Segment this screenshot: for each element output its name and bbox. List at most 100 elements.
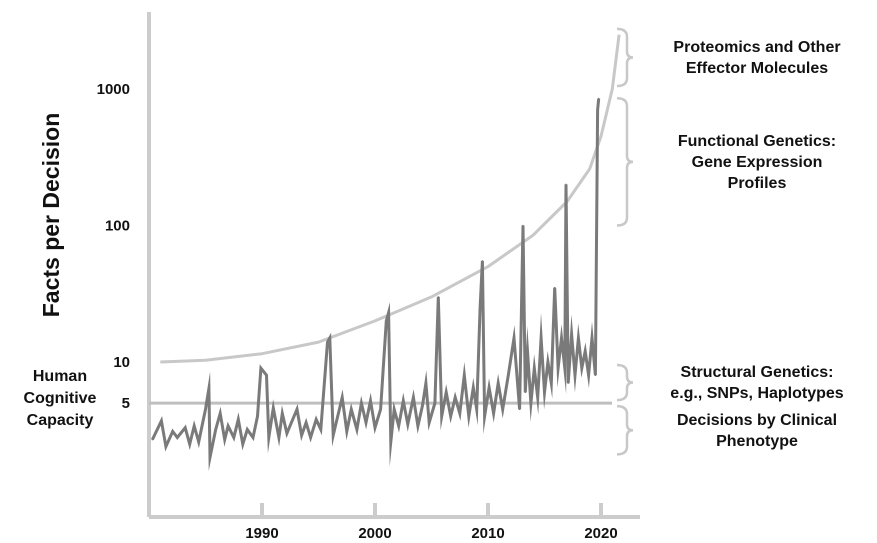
data-point: [479, 306, 481, 309]
y-tick-label: 1000: [97, 81, 130, 98]
data-point: [268, 436, 270, 439]
data-point: [290, 421, 293, 424]
region-label: Phenotype: [716, 433, 798, 450]
region-brace: [616, 404, 634, 456]
data-point: [518, 408, 521, 411]
series-line: [151, 98, 601, 472]
y-tick-label: 100: [105, 218, 130, 235]
data-point: [265, 374, 268, 377]
region-label: Effector Molecules: [686, 60, 828, 77]
data-point: [536, 396, 539, 399]
data-point: [591, 337, 593, 339]
data-point: [336, 415, 339, 418]
data-point: [425, 382, 427, 384]
data-point: [346, 430, 348, 433]
human-capacity-label: Human Cognitive Capacity: [24, 368, 97, 429]
data-point: [365, 421, 367, 424]
data-point: [171, 430, 174, 433]
data-point: [332, 434, 335, 437]
region-label: Decisions by Clinical: [677, 412, 837, 429]
data-point: [445, 391, 448, 394]
human-capacity-text: Human: [33, 368, 87, 385]
data-point: [540, 337, 542, 339]
region-label: Gene Expression: [692, 154, 823, 171]
region-brace: [616, 363, 634, 402]
data-point: [176, 436, 179, 439]
data-point: [557, 367, 559, 370]
data-point: [533, 367, 536, 370]
data-point: [252, 436, 254, 439]
data-point: [184, 426, 186, 429]
data-point: [459, 412, 461, 415]
data-point: [223, 438, 226, 441]
region-label: e.g., SNPs, Haplotypes: [670, 385, 843, 402]
region-annotations: Proteomics and Other Effector Molecules Fu…: [616, 27, 844, 456]
x-tick-label: 2020: [584, 525, 617, 542]
data-point: [237, 418, 240, 421]
data-point: [193, 425, 195, 427]
data-point: [209, 456, 211, 459]
data-point: [397, 425, 400, 427]
data-point: [497, 382, 500, 384]
x-tick-label: 2010: [471, 525, 504, 542]
region-label: Functional Genetics:: [678, 133, 836, 150]
data-point: [428, 421, 431, 424]
data-point: [560, 337, 563, 339]
data-point: [507, 374, 510, 377]
data-point: [454, 396, 457, 399]
y-axis-label: Facts per Decision: [38, 113, 64, 318]
region-brace: [616, 96, 634, 227]
data-point: [256, 415, 259, 418]
data-point: [214, 428, 217, 431]
data-point: [434, 402, 436, 404]
trend-curve: [160, 34, 621, 364]
data-point: [547, 361, 549, 363]
data-point: [492, 412, 495, 415]
data-point: [188, 443, 191, 446]
data-point: [278, 436, 280, 439]
data-point: [407, 423, 409, 426]
data-point: [329, 337, 331, 339]
data-point: [305, 421, 307, 424]
data-point: [309, 436, 312, 439]
data-point: [160, 420, 163, 422]
series-group: [151, 97, 601, 472]
tick-labels: 1990 2000 2010 2020 1000 100 10 5: [97, 81, 618, 542]
data-point: [596, 109, 599, 111]
data-point: [481, 260, 484, 262]
data-point: [326, 341, 329, 343]
data-point: [341, 396, 344, 399]
data-point: [526, 350, 529, 353]
data-point: [360, 402, 363, 404]
region-brace: [616, 27, 634, 88]
data-point: [587, 374, 590, 377]
data-point: [296, 408, 298, 411]
data-point: [246, 428, 249, 431]
data-point: [564, 367, 566, 370]
data-point: [574, 374, 576, 377]
data-point: [530, 402, 532, 404]
data-point: [281, 412, 284, 415]
data-point: [356, 428, 358, 431]
data-point: [412, 396, 415, 399]
data-point: [449, 415, 452, 418]
data-point: [387, 311, 390, 314]
data-point: [513, 337, 515, 339]
data-point: [260, 367, 262, 370]
region-label: Proteomics and Other: [673, 39, 840, 56]
data-point: [272, 407, 275, 409]
data-point: [197, 441, 200, 443]
data-point: [483, 415, 486, 418]
data-point: [385, 320, 388, 322]
data-point: [417, 425, 419, 427]
data-point: [581, 367, 583, 370]
data-point: [233, 436, 235, 439]
x-tick-label: 2000: [358, 525, 391, 542]
data-point: [565, 183, 567, 186]
data-point: [402, 400, 405, 402]
data-point: [242, 443, 244, 446]
data-point: [421, 404, 424, 407]
data-point: [597, 97, 600, 100]
data-point: [488, 386, 490, 389]
